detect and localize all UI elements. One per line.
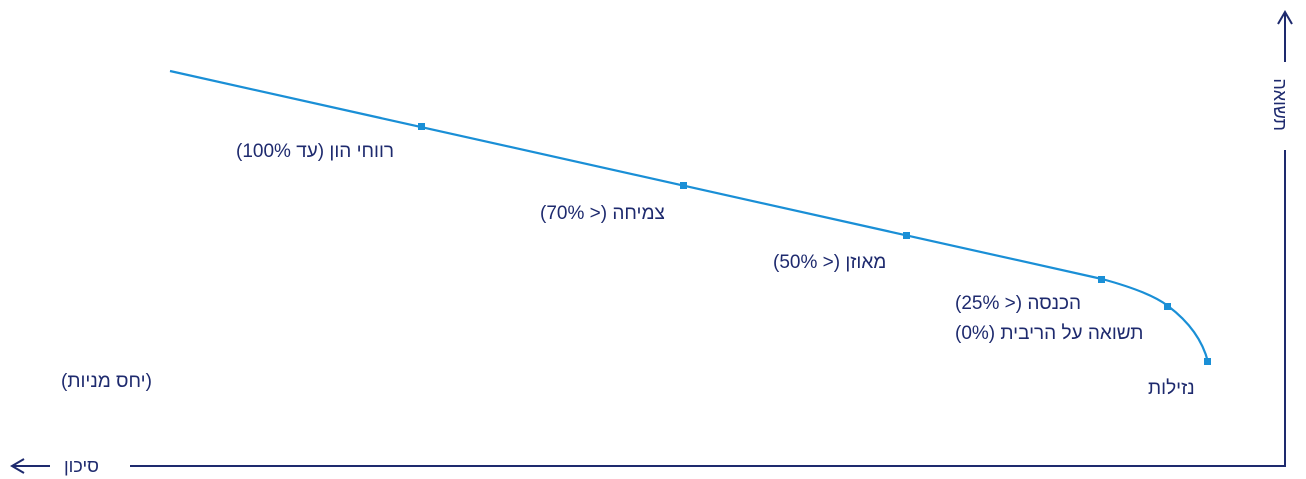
point-label-balanced: מאוזן (< 50%) — [773, 252, 887, 273]
point-label-growth: צמיחה (< 70%) — [540, 203, 665, 224]
point-label-liquidity: נזילות — [1148, 378, 1195, 399]
point-label-capital-gains: רווחי הון (עד 100%) — [236, 141, 395, 162]
equity-ratio-note: (יחס מניות) — [61, 371, 152, 392]
x-axis-arrow-icon — [10, 458, 25, 474]
y-axis-label: תשואה — [1270, 78, 1290, 131]
x-axis-label: סיכון — [58, 456, 105, 476]
efficient-frontier-line — [169, 69, 1210, 363]
point-marker-capital-gains — [418, 123, 425, 130]
point-marker-interest — [1164, 303, 1171, 310]
point-label-interest: תשואה על הריבית (0%) — [955, 323, 1144, 344]
point-marker-liquidity — [1204, 358, 1211, 365]
point-marker-growth — [680, 182, 687, 189]
point-label-income: הכנסה (< 25%) — [955, 293, 1082, 314]
point-marker-balanced — [903, 232, 910, 239]
y-axis-arrow-icon — [1277, 10, 1293, 25]
point-marker-income — [1098, 276, 1105, 283]
